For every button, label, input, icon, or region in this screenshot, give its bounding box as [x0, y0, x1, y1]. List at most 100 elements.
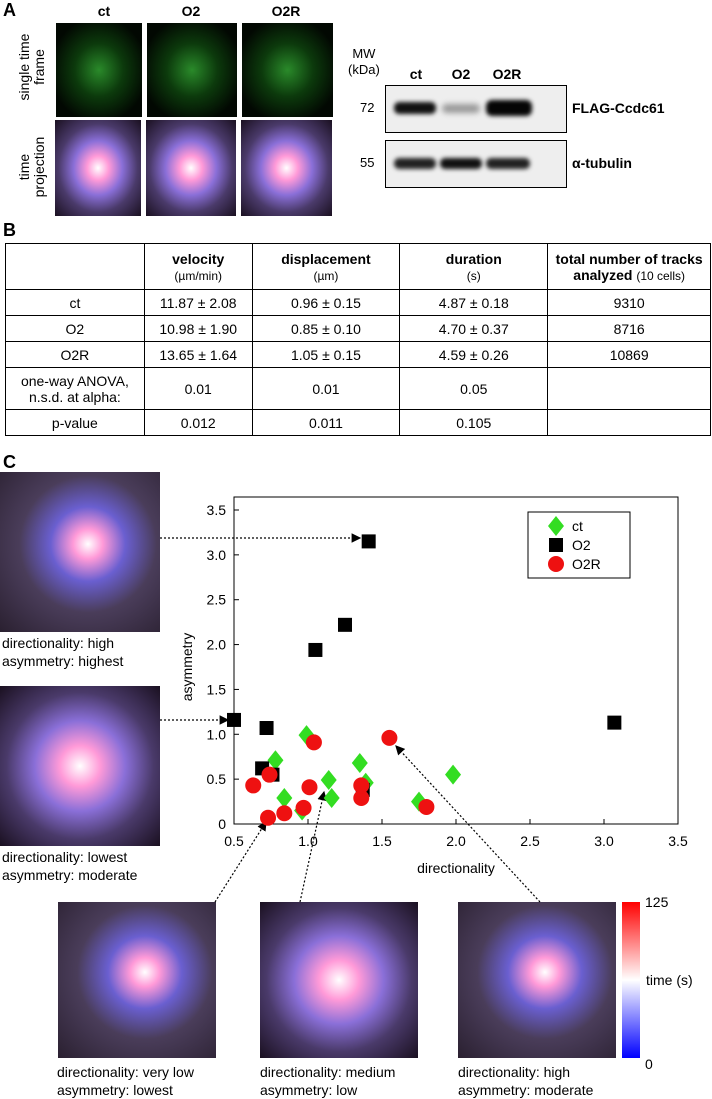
header-cell: displacement (µm) — [251, 243, 401, 290]
caption-line: directionality: very low — [57, 1064, 194, 1080]
point — [245, 777, 262, 794]
band — [442, 104, 480, 113]
point — [549, 538, 563, 552]
table-cell: 4.87 ± 0.18 — [399, 289, 549, 316]
colorbar — [622, 902, 640, 1058]
caption: directionality: high asymmetry: highest — [2, 634, 123, 670]
micrograph — [241, 22, 334, 118]
x-tick-label: 3.0 — [594, 833, 614, 849]
arrow — [395, 745, 541, 903]
table-cell: p-value — [5, 409, 145, 436]
y-tick-label: 1.5 — [207, 681, 227, 697]
y-tick-label: 3.0 — [207, 547, 227, 563]
point — [301, 779, 318, 796]
header-row: velocity (µm/min) displacement (µm) duration… — [5, 243, 711, 290]
column-unit: (µm) — [313, 268, 339, 283]
point — [259, 721, 274, 736]
micrograph — [458, 902, 616, 1058]
y-tick-label: 0 — [218, 816, 226, 832]
mw-marker: 55 — [360, 155, 375, 170]
colorbar-max: 125 — [645, 894, 669, 910]
micrograph — [55, 22, 143, 118]
point — [267, 750, 284, 771]
point — [320, 770, 337, 791]
point — [323, 787, 340, 808]
mw-line: MW — [352, 46, 376, 61]
column-title: duration — [445, 250, 502, 267]
point — [261, 766, 278, 783]
table-cell: 0.01 — [251, 367, 401, 410]
table-cell: 0.011 — [251, 409, 401, 436]
blot — [385, 140, 567, 188]
point — [276, 805, 293, 822]
arrow — [299, 790, 327, 903]
micrograph — [146, 22, 238, 118]
caption: directionality: medium asymmetry: low — [260, 1063, 395, 1099]
caption: directionality: very low asymmetry: lowes… — [57, 1063, 194, 1099]
x-tick-label: 2.5 — [520, 833, 540, 849]
table-row: p-value 0.012 0.011 0.105 — [5, 409, 711, 436]
band — [486, 100, 532, 116]
point — [418, 798, 435, 815]
y-tick-label: 3.5 — [207, 502, 227, 518]
band — [440, 158, 482, 169]
table-cell: 0.05 — [399, 367, 549, 410]
y-tick-label: 1.0 — [207, 726, 227, 742]
y-tick-label: 2.5 — [207, 592, 227, 608]
panel-letter: B — [3, 220, 16, 240]
micrograph — [241, 120, 332, 216]
arrows — [160, 533, 541, 903]
x-tick-label: 3.5 — [668, 833, 688, 849]
lane-label: O2 — [451, 66, 471, 82]
panel-letter: C — [3, 452, 16, 472]
caption-line: asymmetry: low — [260, 1082, 358, 1098]
table-cell: 0.01 — [143, 367, 253, 410]
micrograph — [58, 902, 216, 1058]
table-row: ct 11.87 ± 2.08 0.96 ± 0.15 4.87 ± 0.18 9310 — [5, 289, 711, 316]
point — [227, 712, 241, 727]
caption-line: directionality: medium — [260, 1064, 396, 1080]
colorbar-min: 0 — [645, 1056, 653, 1072]
column-title: velocity — [172, 250, 225, 267]
lane-label: ct — [409, 66, 423, 82]
y-tick-label: 0.5 — [207, 771, 227, 787]
point — [353, 777, 370, 794]
table-cell: 0.105 — [399, 409, 549, 436]
caption: directionality: high asymmetry: moderate — [458, 1063, 593, 1099]
point — [351, 752, 368, 773]
x-tick-label: 2.0 — [446, 833, 466, 849]
column-title: displacement — [281, 250, 371, 267]
point — [607, 715, 622, 730]
caption-line: directionality: high — [2, 635, 115, 651]
condition-label: O2R — [271, 3, 301, 19]
column-unit: (10 cells) — [636, 268, 686, 283]
table-cell: 9310 — [547, 289, 711, 316]
protein-label: α-tubulin — [572, 155, 632, 171]
x-tick-label: 1.0 — [298, 833, 318, 849]
caption-line: directionality: lowest — [2, 849, 128, 865]
condition-label: O2 — [181, 3, 201, 19]
table-cell: 0.012 — [143, 409, 253, 436]
band — [486, 158, 530, 169]
x-tick-label: 1.5 — [372, 833, 392, 849]
table-cell: 13.65 ± 1.64 — [143, 341, 253, 368]
point — [445, 764, 462, 785]
column-title: total number of tracks analyzed — [555, 250, 703, 283]
caption-line: asymmetry: moderate — [2, 867, 138, 883]
table-cell — [547, 367, 711, 410]
micrograph — [146, 120, 236, 216]
micrograph — [0, 686, 160, 846]
point — [295, 799, 312, 816]
panel-letter: A — [3, 0, 16, 20]
micrograph — [55, 120, 141, 216]
table-cell: 4.59 ± 0.26 — [399, 341, 549, 368]
band — [394, 102, 436, 114]
mw-line: (kDa) — [348, 62, 380, 77]
colorbar-label: time (s) — [646, 972, 693, 988]
point — [353, 789, 370, 806]
header-cell: duration (s) — [399, 243, 549, 290]
legend-label: O2R — [572, 556, 601, 572]
table-cell: 8716 — [547, 315, 711, 342]
